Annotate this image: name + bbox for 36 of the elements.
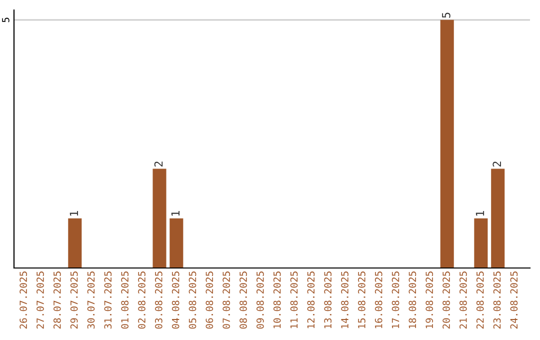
x-tick-label: 13.08.2025 (324, 272, 332, 328)
x-tick-label: 24.08.2025 (510, 272, 518, 329)
x-tick-label: 26.07.2025 (20, 272, 27, 329)
x-tick-label: 17.08.2025 (392, 272, 400, 328)
x-tick-label: 06.08.2025 (206, 272, 214, 329)
x-tick-label: 03.08.2025 (154, 272, 162, 329)
x-tick-label: 27.07.2025 (36, 272, 44, 329)
x-tick-label: 12.08.2025 (307, 272, 315, 328)
x-tick-label: 14.08.2025 (341, 272, 348, 328)
x-tick-label: 11.08.2025 (290, 272, 298, 328)
data-label: 1 (476, 211, 484, 216)
data-label: 1 (171, 211, 180, 216)
x-tick-label: 04.08.2025 (172, 272, 180, 329)
x-tick-label: 18.08.2025 (408, 272, 416, 328)
x-tick-label: 29.07.2025 (70, 272, 78, 329)
data-label: 2 (154, 162, 163, 167)
x-tick-label: 23.08.2025 (493, 272, 501, 329)
x-tick-label: 22.08.2025 (476, 272, 484, 329)
x-tick-label: 05.08.2025 (188, 272, 196, 329)
x-tick-label: 01.08.2025 (121, 272, 129, 329)
x-tick-label: 07.08.2025 (222, 272, 230, 329)
x-tick-label: 16.08.2025 (374, 272, 382, 328)
x-tick-label: 31.07.2025 (104, 272, 112, 329)
x-tick-label: 20.08.2025 (442, 272, 450, 329)
x-tick-label: 09.08.2025 (256, 272, 264, 329)
x-tick-label: 19.08.2025 (426, 272, 434, 328)
data-label: 5 (442, 12, 450, 18)
x-tick-label: 30.07.2025 (87, 272, 95, 329)
x-tick-label: 10.08.2025 (273, 272, 281, 328)
x-tick-label: 15.08.2025 (358, 272, 366, 328)
x-tick-label: 21.08.2025 (460, 272, 467, 329)
data-label: 1 (70, 211, 78, 216)
x-tick-label: 28.07.2025 (53, 272, 61, 329)
x-tick-label: 08.08.2025 (240, 272, 247, 329)
x-tick-label: 02.08.2025 (138, 272, 146, 329)
data-label: 2 (492, 162, 501, 167)
